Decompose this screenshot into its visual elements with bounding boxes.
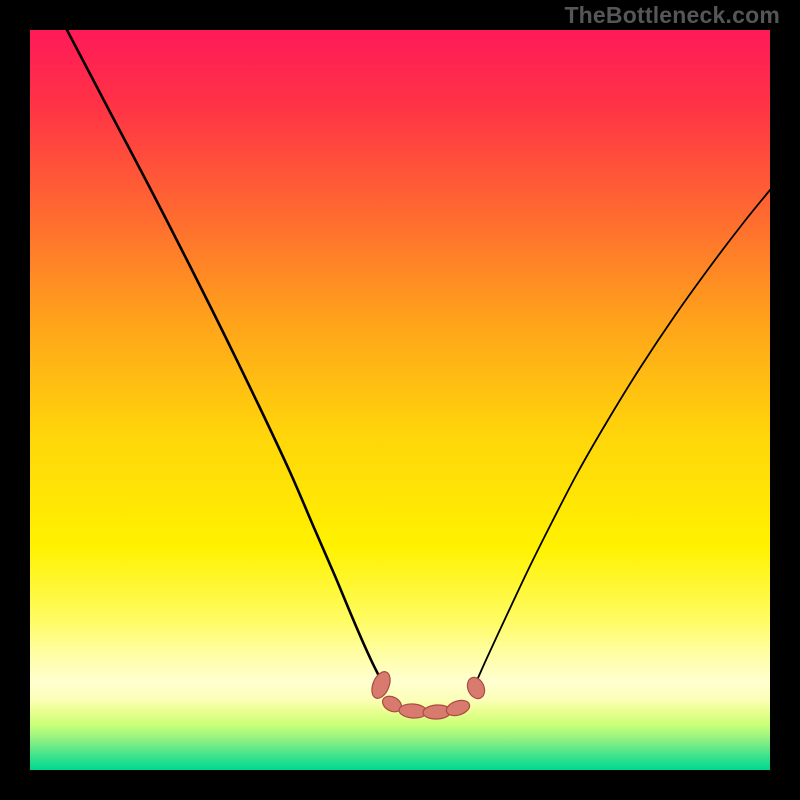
plot-background bbox=[30, 30, 770, 770]
chart-frame: TheBottleneck.com bbox=[0, 0, 800, 800]
bottleneck-chart bbox=[0, 0, 800, 800]
watermark-text: TheBottleneck.com bbox=[564, 2, 780, 29]
